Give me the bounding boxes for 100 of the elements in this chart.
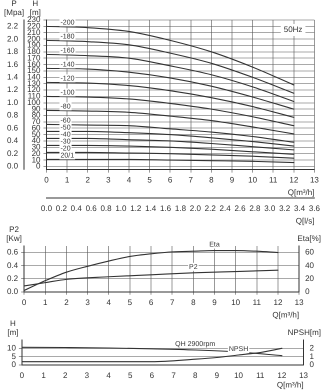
y2-tick-label: 0 — [310, 360, 315, 370]
x2-tick-label: 2.2 — [204, 204, 216, 213]
y-tick-label: 230 — [27, 15, 42, 24]
y2-tick-label: 1.8 — [6, 47, 19, 56]
y-tick-label: 0.0 — [6, 287, 19, 296]
x2-tick-label: 0.6 — [86, 204, 98, 213]
y-tick-label: 80 — [32, 110, 42, 120]
annotation: 50Hz — [284, 25, 302, 34]
y2-tick-label: 1 — [310, 352, 315, 361]
x-tick-label: 5 — [128, 298, 133, 307]
x-tick-label: 8 — [192, 371, 198, 380]
x-tick-label: 10 — [234, 371, 244, 380]
y-axis-title: H [m] — [7, 319, 19, 338]
x-tick-label: 3 — [106, 176, 112, 185]
y2-axis-title: P [Mpa] — [4, 0, 24, 18]
x-tick-label: 12 — [289, 176, 299, 185]
x-tick-label: 12 — [273, 298, 283, 307]
x2-tick-label: 3.6 — [308, 204, 321, 213]
x-tick-label: 8 — [191, 298, 196, 307]
x-tick-label: 8 — [209, 176, 214, 185]
y-tick-label: 5 — [11, 352, 16, 361]
x-tick-label: 9 — [230, 176, 235, 185]
x-tick-label: 7 — [188, 176, 194, 185]
x-tick-label: 0 — [44, 176, 50, 185]
x-tick-label: 9 — [212, 298, 218, 307]
x-axis-title: Q[m³/h] — [276, 380, 304, 390]
x-tick-label: 13 — [310, 176, 320, 185]
x2-tick-label: 0.8 — [100, 204, 112, 213]
x2-tick-label: 1.2 — [130, 204, 142, 213]
x2-tick-label: 1.8 — [174, 204, 187, 213]
x-tick-label: 7 — [171, 371, 176, 380]
x-tick-label: 6 — [148, 298, 154, 307]
x-tick-label: 4 — [106, 371, 112, 380]
x-tick-label: 6 — [150, 371, 155, 380]
y2-tick-label: 2.2 — [6, 22, 19, 31]
x-tick-label: 2 — [85, 176, 90, 185]
x2-tick-label: 0.0 — [40, 204, 53, 213]
y-tick-label: 0 — [36, 162, 42, 171]
x-tick-label: 1 — [64, 176, 70, 185]
y-tick-label: 10 — [32, 155, 42, 164]
x-tick-label: 5 — [147, 176, 152, 185]
y-tick-label: 10 — [6, 344, 16, 353]
y-tick-label: 0 — [11, 360, 16, 370]
x2-tick-label: 3.4 — [294, 204, 306, 213]
x2-tick-label: 3.2 — [279, 204, 291, 213]
x2-tick-label: 2.4 — [220, 204, 232, 213]
x2-tick-label: 2.8 — [249, 204, 261, 213]
x-tick-label: 9 — [214, 371, 220, 380]
y-tick-label: 0.2 — [6, 274, 19, 283]
y-tick-label: 130 — [27, 78, 42, 88]
x-tick-label: 3 — [85, 298, 90, 307]
y2-tick-label: 0 — [305, 287, 310, 296]
y-tick-label: 0.4 — [6, 260, 19, 270]
x-tick-label: 6 — [168, 176, 173, 185]
y-tick-label: 190 — [27, 40, 42, 50]
y2-tick-label: 60 — [305, 248, 315, 257]
y-tick-label: 90 — [32, 104, 42, 114]
y-tick-label: 40 — [32, 136, 42, 146]
y2-tick-label: 0.8 — [6, 110, 19, 120]
y2-tick-label: 1.2 — [6, 85, 19, 94]
y-tick-label: 200 — [27, 34, 42, 44]
x-tick-label: 10 — [231, 298, 241, 307]
x-tick-label: 4 — [106, 298, 112, 307]
y-tick-label: 0.6 — [6, 248, 19, 257]
y2-tick-label: 1.6 — [6, 60, 19, 69]
y2-tick-label: 1.0 — [6, 98, 19, 107]
x-tick-label: 11 — [252, 298, 262, 307]
x-axis-title: Q[m³/h] — [272, 310, 300, 320]
x2-tick-label: 1.0 — [115, 204, 128, 213]
x2-tick-label: 1.4 — [145, 204, 157, 213]
y2-tick-label: 2.0 — [6, 34, 19, 44]
x2-tick-label: 3.0 — [264, 204, 276, 213]
x-tick-label: 13 — [294, 298, 304, 307]
x-tick-label: 10 — [248, 176, 258, 185]
y-tick-label: 50 — [32, 130, 42, 139]
y2-axis-title: NPSH[m] — [288, 328, 321, 338]
x2-tick-label: 2.0 — [190, 204, 202, 213]
x-tick-label: 0 — [20, 371, 25, 380]
x-axis-title: Q[m³/h] — [288, 188, 314, 198]
x-tick-label: 13 — [299, 371, 309, 380]
x2-tick-label: 0.2 — [56, 204, 68, 213]
x-tick-label: 3 — [84, 371, 90, 380]
x2-tick-label: 2.6 — [234, 204, 246, 213]
y2-tick-label: 1.4 — [6, 72, 19, 82]
y2-tick-label: 20 — [305, 274, 315, 283]
y-axis-title: H [m] — [30, 0, 41, 18]
x-tick-label: 5 — [128, 371, 133, 380]
x-tick-label: 4 — [126, 176, 132, 185]
x2-tick-label: 0.4 — [70, 204, 82, 213]
x-tick-label: 2 — [63, 371, 68, 380]
x-tick-label: 11 — [256, 371, 265, 380]
x-tick-label: 1 — [41, 371, 46, 380]
x-tick-label: 7 — [170, 298, 175, 307]
x-tick-label: 12 — [277, 371, 287, 380]
y2-tick-label: 40 — [305, 260, 315, 270]
x-tick-label: 1 — [43, 298, 48, 307]
y2-axis-title: Eta[%] — [297, 234, 321, 244]
x2-axis-title: Q[l/s] — [296, 216, 314, 226]
x-tick-label: 2 — [64, 298, 70, 307]
y-tick-label: 160 — [27, 60, 42, 69]
